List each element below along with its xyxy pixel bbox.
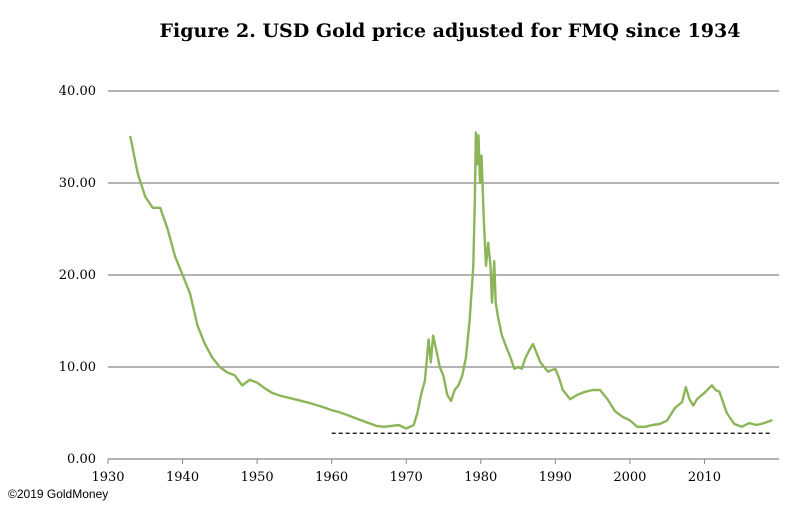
copyright-text: ©2019 GoldMoney (8, 487, 109, 501)
series-layer (129, 131, 773, 430)
axis-layer (107, 458, 779, 464)
x-tick-label: 1960 (315, 470, 348, 485)
chart-title: Figure 2. USD Gold price adjusted for FM… (159, 20, 741, 42)
gold-price-series-line (129, 131, 773, 430)
x-tick-label: 1930 (91, 470, 124, 485)
y-tick-label: 20.00 (59, 268, 96, 283)
x-tick-label: 1940 (166, 470, 199, 485)
x-tick-label: 1950 (241, 470, 274, 485)
x-tick-label: 2000 (613, 470, 646, 485)
y-tick-label: 40.00 (59, 84, 96, 99)
y-tick-label: 10.00 (59, 360, 96, 375)
tick-label-layer: 0.00 10.00 20.00 30.00 40.00 1930 1940 1950 1960… (59, 84, 721, 485)
y-tick-label: 30.00 (59, 176, 96, 191)
y-tick-label: 0.00 (67, 452, 96, 467)
grid-layer (108, 90, 779, 368)
x-tick-label: 1970 (390, 470, 423, 485)
x-tick-label: 2010 (688, 470, 721, 485)
x-tick-label: 1980 (464, 470, 497, 485)
x-tick-label: 1990 (539, 470, 572, 485)
